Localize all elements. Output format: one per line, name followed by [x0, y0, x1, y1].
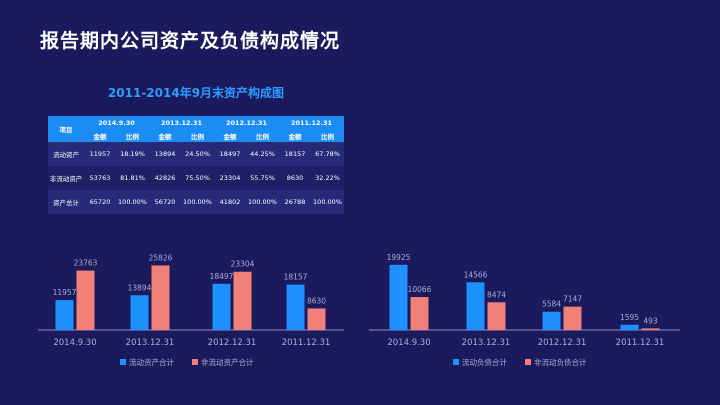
table-cell: 18.19%: [120, 150, 145, 158]
page-title: 报告期内公司资产及负债构成情况: [40, 30, 341, 52]
ratio-header: 比例: [321, 132, 335, 141]
table-cell: 44.25%: [250, 150, 275, 158]
legend-swatch: [120, 359, 126, 365]
x-tick-label: 2012.12.31: [208, 338, 257, 348]
table-cell: 81.81%: [120, 174, 145, 182]
bar: [641, 328, 660, 330]
table-cell: 18497: [219, 150, 241, 158]
amount-header: 金额: [223, 132, 237, 141]
ratio-header: 比例: [191, 132, 205, 141]
data-label: 18157: [284, 273, 308, 282]
amount-header: 金额: [158, 132, 172, 141]
table-cell: 42826: [154, 174, 176, 182]
data-label: 493: [643, 316, 658, 325]
legend-label: 非流动负债合计: [534, 357, 587, 367]
data-label: 13894: [128, 283, 152, 292]
data-label: 23763: [74, 259, 98, 268]
legend-swatch: [453, 359, 459, 365]
table-cell: 75.50%: [185, 174, 210, 182]
table-cell: 100.00%: [313, 198, 342, 206]
legend-swatch: [525, 359, 531, 365]
legend-swatch: [192, 359, 198, 365]
table-subheader-row: 金额 比例 金额 比例 金额 比例 金额 比例: [48, 129, 345, 142]
bar: [286, 284, 305, 330]
period-header: 2013.12.31: [160, 118, 203, 127]
table-cell: 26788: [284, 198, 306, 206]
row-label: 非流动资产: [49, 175, 83, 183]
bar: [620, 324, 639, 330]
x-tick-label: 2012.12.31: [538, 338, 587, 348]
table-row: 非流动资产 53763 81.81% 42826 75.50% 23304 55…: [48, 166, 345, 190]
table-corner-cell: 项目: [59, 126, 73, 134]
data-label: 14566: [464, 270, 488, 279]
x-tick-label: 2014.9.30: [53, 338, 96, 348]
period-header: 2012.12.31: [225, 118, 268, 127]
bar: [542, 311, 561, 330]
data-label: 19925: [387, 253, 411, 262]
table-cell: 100.00%: [183, 198, 212, 206]
table-cell: 41802: [219, 198, 241, 206]
amount-header: 金额: [288, 132, 302, 141]
table-row: 资产总计 65720 100.00% 56720 100.00% 41802 1…: [48, 190, 345, 214]
row-label: 流动资产: [53, 151, 79, 159]
x-tick-label: 2011.12.31: [616, 338, 665, 348]
x-tick-label: 2013.12.31: [126, 338, 175, 348]
period-header: 2014.9.30: [98, 118, 135, 127]
table-cell: 23304: [219, 174, 241, 182]
data-label: 11957: [53, 288, 77, 297]
bar: [212, 283, 231, 330]
table-header-row: 项目 2014.9.30 2013.12.31 2012.12.31 2011.…: [48, 116, 345, 134]
bar: [130, 295, 149, 330]
bar: [389, 264, 408, 330]
bar: [151, 265, 170, 330]
table-cell: 18157: [284, 150, 306, 158]
x-tick-label: 2014.9.30: [387, 338, 430, 348]
table-cell: 67.78%: [315, 150, 340, 158]
data-label: 8474: [487, 290, 506, 299]
bar: [410, 297, 429, 330]
x-tick-label: 2011.12.31: [282, 338, 331, 348]
legend-label: 流动负债合计: [462, 357, 507, 367]
amount-header: 金额: [93, 132, 107, 141]
table-cell: 55.75%: [250, 174, 275, 182]
data-label: 7147: [563, 295, 582, 304]
table-cell: 11957: [89, 150, 111, 158]
table-cell: 100.00%: [118, 198, 147, 206]
ratio-header: 比例: [256, 132, 270, 141]
table-cell: 53763: [89, 174, 111, 182]
data-label: 25826: [149, 253, 173, 262]
legend-label: 流动资产合计: [129, 357, 174, 367]
bar: [466, 282, 485, 330]
ratio-header: 比例: [126, 132, 139, 141]
table-cell: 56720: [154, 198, 176, 206]
asset-table: 项目 2014.9.30 2013.12.31 2012.12.31 2011.…: [48, 116, 345, 214]
bar: [563, 306, 582, 330]
table-cell: 24.50%: [185, 150, 210, 158]
data-label: 5584: [542, 300, 561, 309]
bar: [233, 271, 252, 330]
table-cell: 65720: [89, 198, 111, 206]
bar: [487, 302, 506, 330]
data-label: 1595: [620, 313, 639, 322]
data-label: 10066: [408, 285, 432, 294]
x-tick-label: 2013.12.31: [462, 338, 511, 348]
bar: [307, 308, 326, 330]
bar: [55, 300, 74, 330]
data-label: 23304: [231, 260, 255, 269]
table-cell: 32.22%: [315, 174, 340, 182]
table-cell: 100.00%: [248, 198, 277, 206]
legend-label: 非流动资产合计: [201, 357, 254, 367]
data-label: 18497: [210, 272, 234, 281]
table-cell: 8630: [286, 174, 304, 182]
data-label: 8630: [307, 296, 326, 305]
table-cell: 13894: [154, 150, 176, 158]
table-row: 流动资产 11957 18.19% 13894 24.50% 18497 44.…: [48, 142, 345, 166]
bar: [76, 270, 95, 330]
table-title: 2011-2014年9月末资产构成图: [107, 86, 285, 100]
period-header: 2011.12.31: [290, 118, 333, 127]
row-label: 资产总计: [53, 199, 79, 207]
